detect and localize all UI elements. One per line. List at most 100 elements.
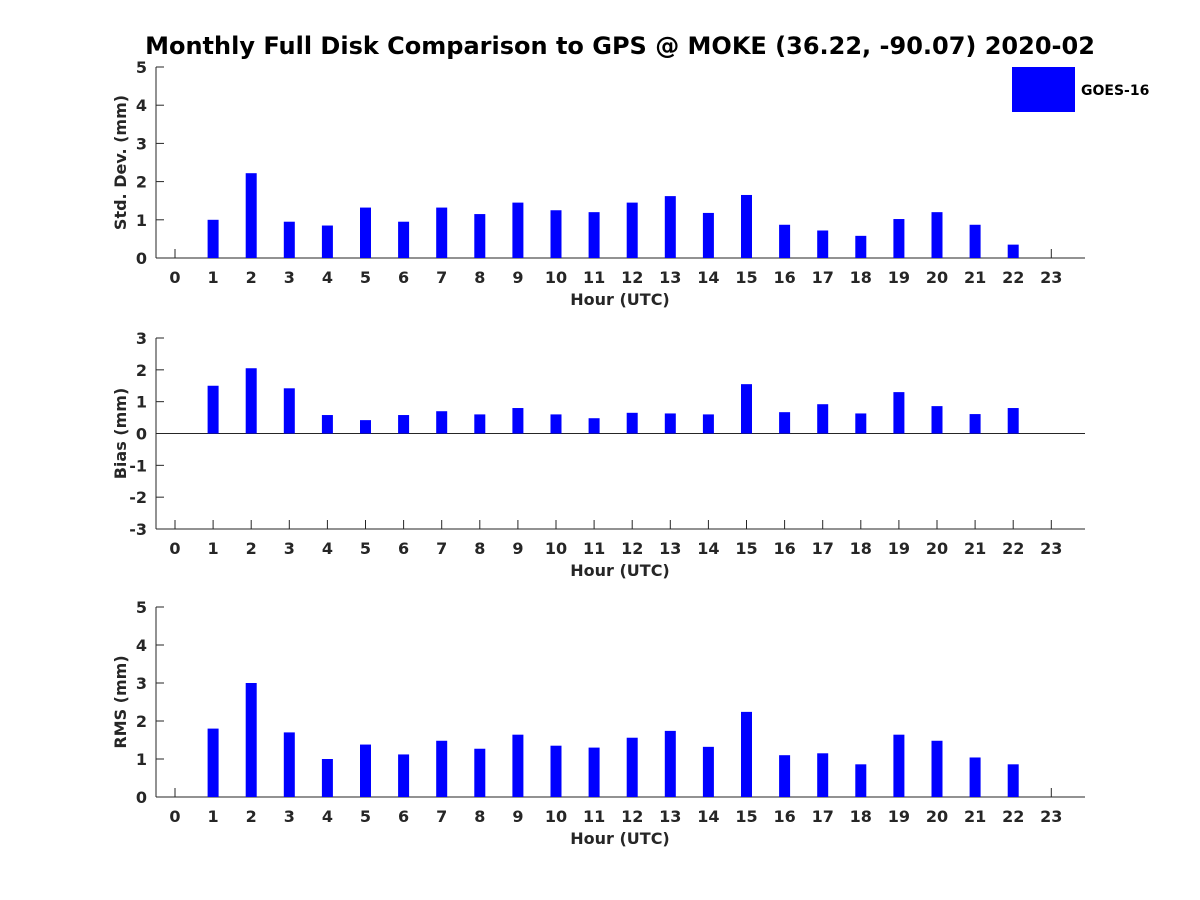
x-tick-label: 8 (474, 807, 485, 826)
y-tick-label: 3 (136, 134, 147, 153)
x-tick-label: 19 (888, 268, 910, 287)
x-tick-label: 3 (284, 268, 295, 287)
bar-hour-7 (436, 207, 448, 258)
bar-hour-21 (969, 414, 981, 434)
bar-hour-22 (1007, 408, 1019, 434)
bar-hour-19 (893, 219, 905, 258)
legend-label: GOES-16 (1081, 83, 1149, 99)
x-axis-label: Hour (UTC) (570, 561, 670, 580)
y-axis-label: RMS (mm) (111, 655, 130, 748)
bar-hour-17 (817, 230, 829, 258)
x-tick-label: 4 (322, 539, 333, 558)
x-tick-label: 15 (735, 539, 757, 558)
x-tick-label: 18 (850, 807, 872, 826)
chart-title: Monthly Full Disk Comparison to GPS @ MO… (145, 32, 1095, 60)
bar-hour-15 (741, 384, 752, 434)
y-tick-label: -1 (129, 456, 147, 475)
x-tick-label: 22 (1002, 539, 1024, 558)
x-tick-label: 0 (169, 268, 180, 287)
bar-hour-7 (436, 411, 448, 434)
x-tick-label: 20 (926, 539, 948, 558)
x-tick-label: 21 (964, 539, 986, 558)
bar-hour-9 (512, 202, 524, 258)
bar-hour-22 (1007, 764, 1019, 797)
x-tick-label: 4 (322, 268, 333, 287)
bar-hour-12 (626, 737, 638, 797)
x-tick-label: 6 (398, 807, 409, 826)
bar-hour-5 (360, 207, 371, 258)
bar-hour-17 (817, 753, 829, 797)
x-tick-label: 13 (659, 807, 681, 826)
bar-hour-10 (550, 210, 562, 258)
y-tick-label: 4 (136, 636, 147, 655)
y-tick-label: -3 (129, 520, 147, 539)
x-tick-label: 1 (208, 539, 219, 558)
bar-hour-8 (474, 414, 486, 434)
x-tick-label: 4 (322, 807, 333, 826)
x-tick-label: 10 (545, 807, 567, 826)
x-tick-label: 21 (964, 268, 986, 287)
x-tick-label: 17 (812, 539, 834, 558)
x-tick-label: 7 (436, 807, 447, 826)
y-tick-label: 3 (136, 329, 147, 348)
x-tick-label: 14 (697, 539, 719, 558)
x-tick-label: 17 (812, 807, 834, 826)
bar-hour-16 (779, 755, 791, 797)
x-tick-label: 8 (474, 539, 485, 558)
bar-hour-18 (855, 413, 867, 434)
y-tick-label: 4 (136, 96, 147, 115)
bar-hour-20 (931, 740, 943, 797)
bar-hour-17 (817, 404, 829, 434)
x-tick-label: 12 (621, 268, 643, 287)
bar-hour-14 (702, 414, 714, 434)
bar-hour-6 (398, 754, 410, 797)
y-tick-label: 2 (136, 361, 147, 380)
x-tick-label: 1 (208, 268, 219, 287)
bar-hour-11 (588, 212, 600, 258)
bar-hour-10 (550, 414, 562, 434)
x-tick-label: 20 (926, 268, 948, 287)
x-tick-label: 23 (1040, 807, 1062, 826)
bar-hour-10 (550, 745, 562, 797)
x-tick-label: 6 (398, 268, 409, 287)
bar-hour-20 (931, 406, 943, 434)
bar-hour-15 (741, 194, 752, 258)
x-tick-label: 7 (436, 539, 447, 558)
bar-hour-15 (741, 711, 752, 797)
bar-hour-1 (207, 219, 219, 258)
bar-hour-7 (436, 740, 448, 797)
bar-hour-12 (626, 202, 638, 258)
x-tick-label: 21 (964, 807, 986, 826)
bar-hour-14 (702, 212, 714, 258)
bar-hour-13 (664, 413, 676, 434)
bar-hour-16 (779, 412, 791, 434)
x-tick-label: 18 (850, 539, 872, 558)
x-tick-label: 19 (888, 807, 910, 826)
x-tick-label: 0 (169, 539, 180, 558)
x-tick-label: 16 (773, 539, 795, 558)
x-tick-label: 11 (583, 807, 605, 826)
x-tick-label: 9 (512, 539, 523, 558)
x-tick-label: 2 (246, 539, 257, 558)
bar-hour-19 (893, 392, 905, 434)
x-tick-label: 10 (545, 539, 567, 558)
y-tick-label: 2 (136, 712, 147, 731)
x-tick-label: 3 (284, 807, 295, 826)
y-tick-label: 2 (136, 173, 147, 192)
y-tick-label: 5 (136, 598, 147, 617)
x-tick-label: 13 (659, 268, 681, 287)
y-tick-label: 1 (136, 393, 147, 412)
bar-hour-4 (321, 225, 333, 258)
x-tick-label: 16 (773, 268, 795, 287)
bar-hour-16 (779, 224, 791, 258)
x-tick-label: 10 (545, 268, 567, 287)
y-tick-label: -2 (129, 488, 147, 507)
bar-hour-4 (321, 759, 333, 797)
x-tick-label: 8 (474, 268, 485, 287)
bar-hour-4 (321, 415, 333, 434)
bar-hour-21 (969, 757, 981, 797)
x-tick-label: 22 (1002, 807, 1024, 826)
